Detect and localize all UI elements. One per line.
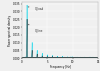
Text: Q_load: Q_load: [28, 6, 44, 10]
X-axis label: Frequency [Hz]: Frequency [Hz]: [50, 65, 70, 69]
Text: Q_line: Q_line: [28, 24, 43, 32]
Y-axis label: Power spectral density: Power spectral density: [8, 15, 12, 46]
